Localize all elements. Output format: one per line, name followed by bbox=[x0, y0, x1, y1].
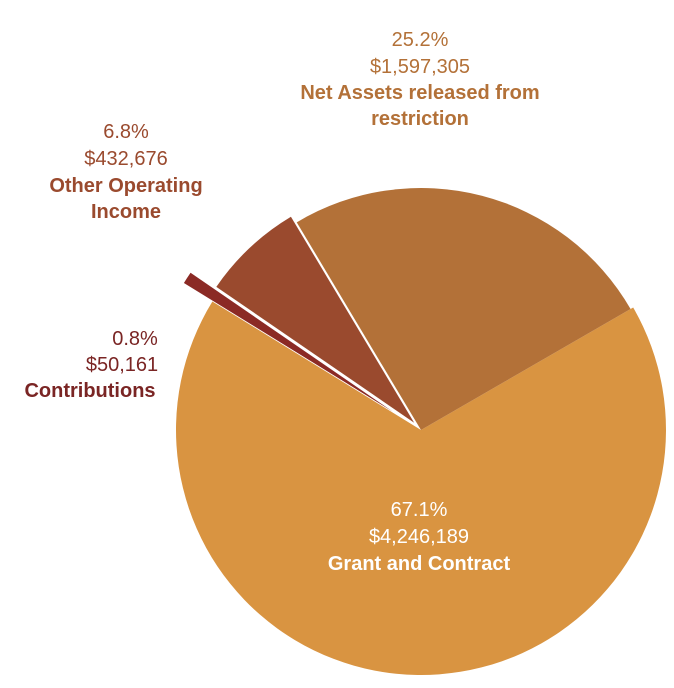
slice-net-assets bbox=[296, 188, 631, 430]
label-name-grant: Grant and Contract bbox=[328, 553, 511, 575]
label-name-other-operating-line2: Income bbox=[91, 201, 161, 223]
slice-grant-and-contract bbox=[175, 301, 666, 676]
label-percent-other-operating: 6.8% bbox=[103, 121, 149, 143]
label-percent-grant: 67.1% bbox=[391, 499, 448, 521]
label-name-contributions: Contributions bbox=[24, 380, 155, 402]
label-amount-other-operating: $432,676 bbox=[84, 148, 167, 170]
label-amount-contributions: $50,161 bbox=[86, 354, 158, 376]
label-amount-net-assets: $1,597,305 bbox=[370, 56, 470, 78]
slice-contributions bbox=[183, 272, 393, 412]
label-name-net-assets-line2: restriction bbox=[371, 108, 469, 130]
label-name-net-assets-line1: Net Assets released from bbox=[300, 82, 539, 104]
label-amount-grant: $4,246,189 bbox=[369, 526, 469, 548]
slices-layer bbox=[175, 188, 666, 676]
slice-other-operating-income bbox=[216, 216, 415, 423]
label-percent-net-assets: 25.2% bbox=[392, 29, 449, 51]
label-name-other-operating-line1: Other Operating bbox=[49, 175, 202, 197]
label-percent-contributions: 0.8% bbox=[112, 328, 158, 350]
